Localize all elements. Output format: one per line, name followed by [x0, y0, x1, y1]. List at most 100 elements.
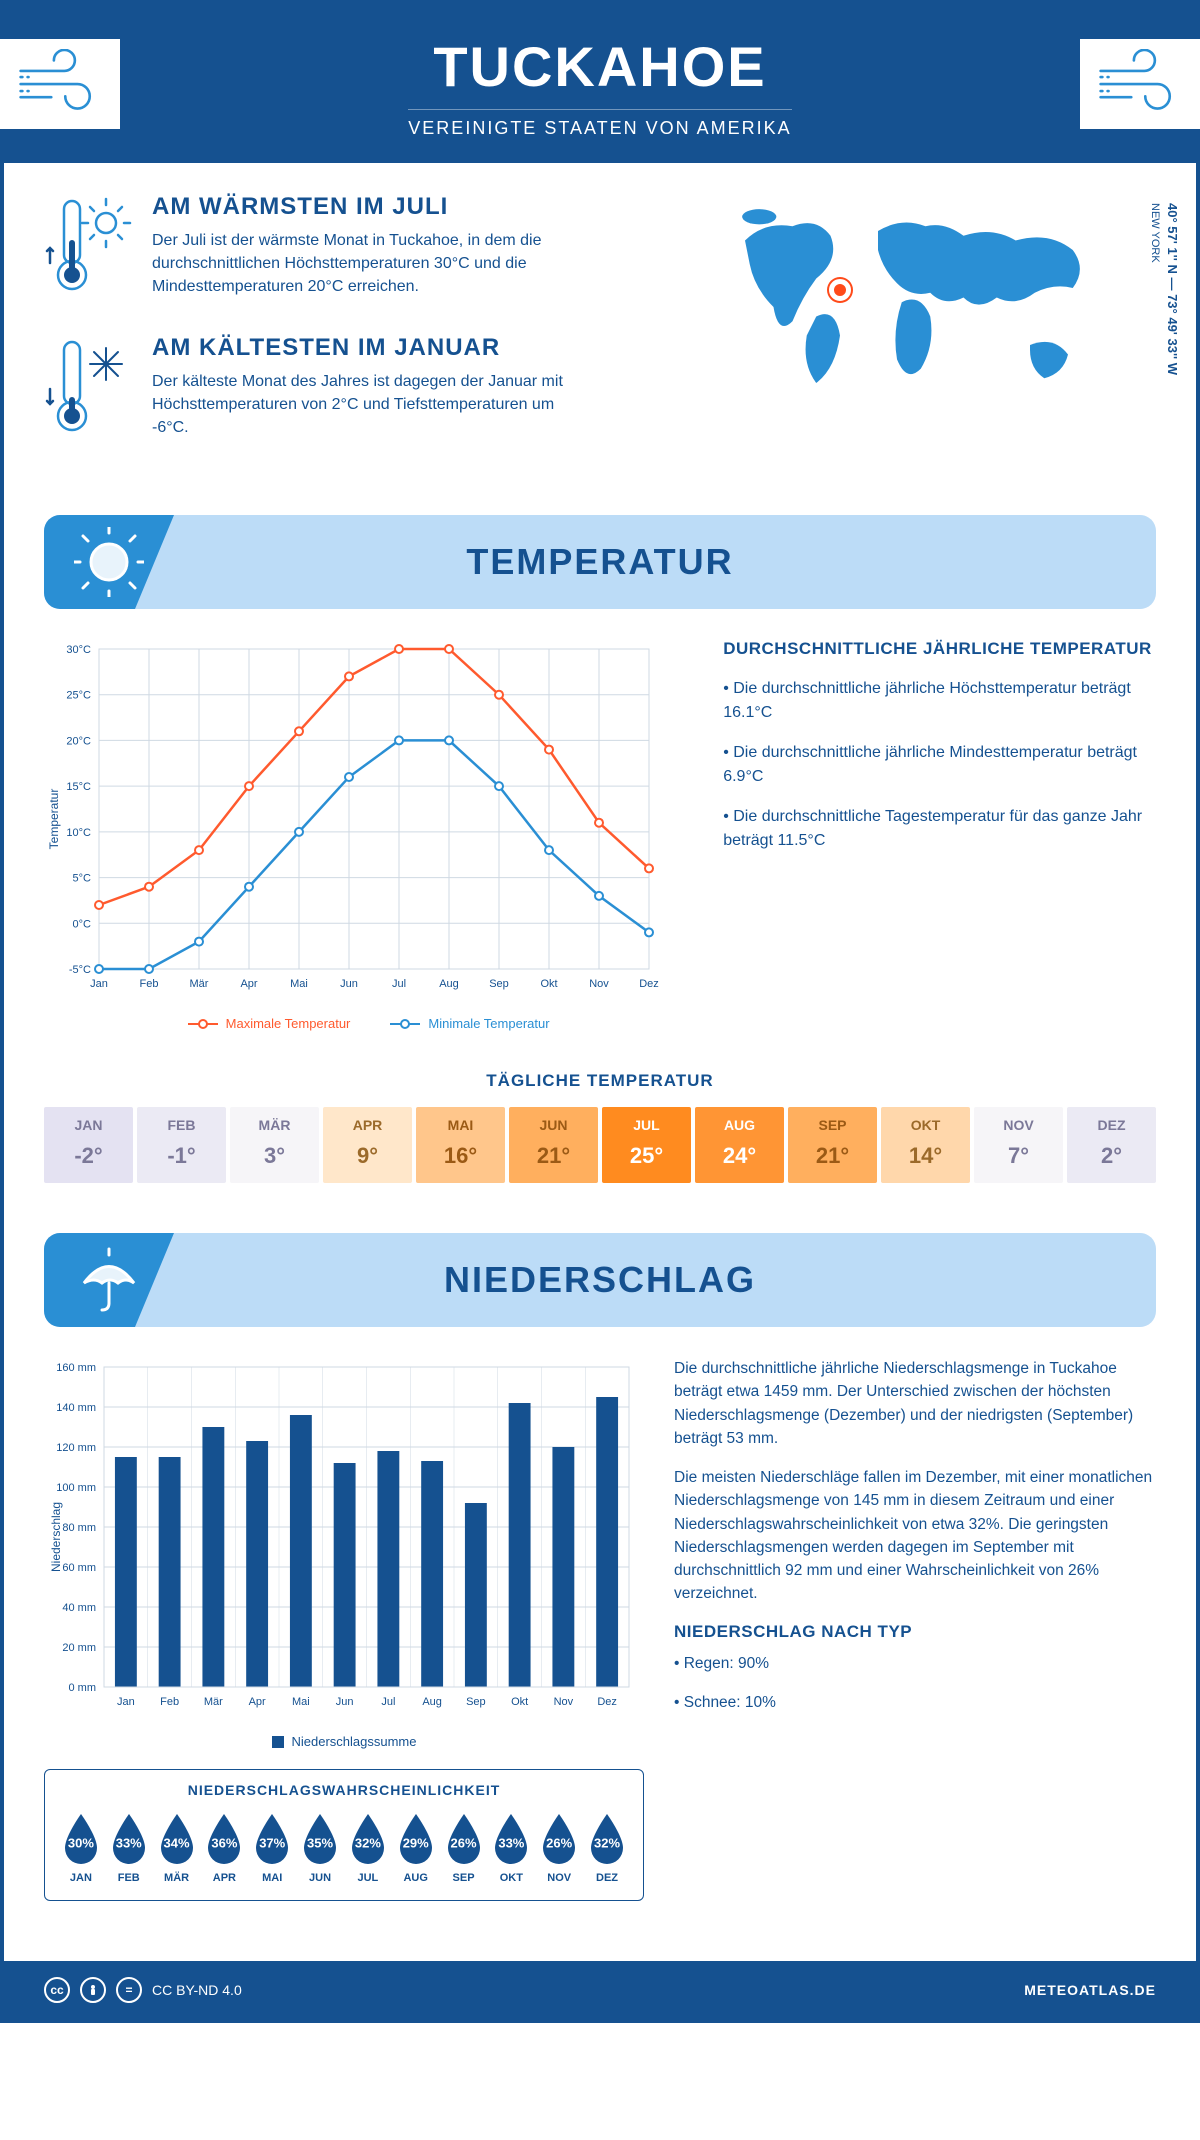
world-map-icon — [726, 193, 1106, 402]
precip-section-title: NIEDERSCHLAG — [64, 1259, 1136, 1301]
svg-text:-5°C: -5°C — [69, 964, 91, 976]
wind-icon — [0, 39, 120, 129]
temp-section-title: TEMPERATUR — [64, 541, 1136, 583]
svg-text:Okt: Okt — [511, 1696, 528, 1708]
svg-text:Mär: Mär — [204, 1696, 223, 1708]
precip-type-bullet: • Schnee: 10% — [674, 1691, 1156, 1714]
prob-cell: 26% NOV — [537, 1812, 581, 1884]
legend-max-temp: Maximale Temperatur — [188, 1016, 351, 1031]
svg-text:30°C: 30°C — [66, 644, 91, 656]
svg-text:160 mm: 160 mm — [56, 1362, 96, 1374]
precip-type-bullet: • Regen: 90% — [674, 1652, 1156, 1675]
daily-temp-cell: JUL25° — [602, 1107, 691, 1183]
daily-temp-cell: OKT14° — [881, 1107, 970, 1183]
svg-text:0 mm: 0 mm — [69, 1682, 97, 1694]
page-subtitle: VEREINIGTE STAATEN VON AMERIKA — [408, 109, 791, 139]
page-title: TUCKAHOE — [24, 34, 1176, 99]
prob-cell: 26% SEP — [442, 1812, 486, 1884]
prob-cell: 34% MÄR — [155, 1812, 199, 1884]
precip-section-banner: NIEDERSCHLAG — [44, 1233, 1156, 1327]
precip-info-panel: Die durchschnittliche jährliche Niedersc… — [674, 1357, 1156, 1901]
extremes-column: AM WÄRMSTEN IM JULI Der Juli ist der wär… — [44, 193, 696, 475]
thermometer-hot-icon — [44, 193, 134, 308]
daily-temp-cell: AUG24° — [695, 1107, 784, 1183]
raindrop-icon: 34% — [156, 1812, 198, 1866]
svg-text:Jul: Jul — [392, 978, 406, 990]
footer: cc = CC BY-ND 4.0 METEOATLAS.DE — [4, 1961, 1196, 2019]
svg-text:120 mm: 120 mm — [56, 1442, 96, 1454]
svg-text:Aug: Aug — [422, 1696, 442, 1708]
svg-text:Dez: Dez — [597, 1696, 617, 1708]
svg-text:Jun: Jun — [340, 978, 358, 990]
prob-cell: 33% FEB — [107, 1812, 151, 1884]
daily-temp-cell: FEB-1° — [137, 1107, 226, 1183]
location-marker-icon — [829, 279, 851, 301]
raindrop-icon: 32% — [347, 1812, 389, 1866]
svg-text:100 mm: 100 mm — [56, 1482, 96, 1494]
header: TUCKAHOE VEREINIGTE STAATEN VON AMERIKA — [4, 4, 1196, 163]
svg-text:Nov: Nov — [554, 1696, 574, 1708]
temp-section-banner: TEMPERATUR — [44, 515, 1156, 609]
daily-temp-cell: NOV7° — [974, 1107, 1063, 1183]
prob-cell: 32% JUL — [346, 1812, 390, 1884]
coldest-title: AM KÄLTESTEN IM JANUAR — [152, 334, 572, 362]
daily-temp-cell: JAN-2° — [44, 1107, 133, 1183]
svg-text:0°C: 0°C — [73, 918, 92, 930]
svg-text:40 mm: 40 mm — [62, 1602, 96, 1614]
raindrop-icon: 35% — [299, 1812, 341, 1866]
prob-cell: 30% JAN — [59, 1812, 103, 1884]
svg-text:80 mm: 80 mm — [62, 1522, 96, 1534]
by-icon — [80, 1977, 106, 2003]
svg-text:Sep: Sep — [489, 978, 509, 990]
footer-brand: METEOATLAS.DE — [1024, 1982, 1156, 1998]
prob-cell: 36% APR — [202, 1812, 246, 1884]
thermometer-cold-icon — [44, 334, 134, 449]
daily-temp-table: JAN-2°FEB-1°MÄR3°APR9°MAI16°JUN21°JUL25°… — [44, 1107, 1156, 1183]
svg-text:Jan: Jan — [117, 1696, 135, 1708]
warmest-title: AM WÄRMSTEN IM JULI — [152, 193, 572, 221]
map-column: 40° 57' 1'' N — 73° 49' 33'' W NEW YORK — [726, 193, 1156, 475]
daily-temp-cell: MAI16° — [416, 1107, 505, 1183]
coldest-text: Der kälteste Monat des Jahres ist dagege… — [152, 370, 572, 440]
raindrop-icon: 33% — [108, 1812, 150, 1866]
raindrop-icon: 26% — [538, 1812, 580, 1866]
svg-text:Jan: Jan — [90, 978, 108, 990]
svg-text:15°C: 15°C — [66, 781, 91, 793]
raindrop-icon: 29% — [395, 1812, 437, 1866]
precipitation-bar-chart: 0 mm20 mm40 mm60 mm80 mm100 mm120 mm140 … — [44, 1357, 644, 1717]
prob-cell: 32% DEZ — [585, 1812, 629, 1884]
svg-text:Feb: Feb — [140, 978, 159, 990]
svg-text:25°C: 25°C — [66, 690, 91, 702]
legend-precip-sum: Niederschlagssumme — [272, 1734, 417, 1749]
svg-text:Mär: Mär — [190, 978, 209, 990]
daily-temp-title: TÄGLICHE TEMPERATUR — [44, 1071, 1156, 1091]
daily-temp-cell: JUN21° — [509, 1107, 598, 1183]
svg-text:Niederschlag: Niederschlag — [49, 1502, 63, 1572]
svg-text:Temperatur: Temperatur — [47, 789, 61, 850]
svg-text:Apr: Apr — [240, 978, 257, 990]
license-text: CC BY-ND 4.0 — [152, 1982, 242, 1998]
coordinates-label: 40° 57' 1'' N — 73° 49' 33'' W NEW YORK — [1146, 203, 1180, 375]
warmest-text: Der Juli ist der wärmste Monat in Tuckah… — [152, 229, 572, 299]
svg-text:Sep: Sep — [466, 1696, 486, 1708]
svg-text:Jun: Jun — [336, 1696, 354, 1708]
svg-text:60 mm: 60 mm — [62, 1562, 96, 1574]
temp-info-title: DURCHSCHNITTLICHE JÄHRLICHE TEMPERATUR — [723, 639, 1156, 659]
svg-text:140 mm: 140 mm — [56, 1402, 96, 1414]
svg-text:Jul: Jul — [381, 1696, 395, 1708]
prob-cell: 37% MAI — [250, 1812, 294, 1884]
daily-temp-cell: SEP21° — [788, 1107, 877, 1183]
precipitation-column: 0 mm20 mm40 mm60 mm80 mm100 mm120 mm140 … — [44, 1357, 644, 1901]
svg-text:Feb: Feb — [160, 1696, 179, 1708]
precip-type-title: NIEDERSCHLAG NACH TYP — [674, 1622, 1156, 1642]
temperature-line-chart: -5°C0°C5°C10°C15°C20°C25°C30°CJanFebMärA… — [44, 639, 693, 1031]
prob-cell: 29% AUG — [394, 1812, 438, 1884]
raindrop-icon: 30% — [60, 1812, 102, 1866]
sun-icon — [44, 515, 174, 609]
svg-text:Aug: Aug — [439, 978, 459, 990]
prob-title: NIEDERSCHLAGSWAHRSCHEINLICHKEIT — [59, 1782, 629, 1798]
svg-text:5°C: 5°C — [73, 873, 92, 885]
prob-cell: 33% OKT — [489, 1812, 533, 1884]
temp-info-panel: DURCHSCHNITTLICHE JÄHRLICHE TEMPERATUR •… — [723, 639, 1156, 1031]
daily-temp-cell: APR9° — [323, 1107, 412, 1183]
